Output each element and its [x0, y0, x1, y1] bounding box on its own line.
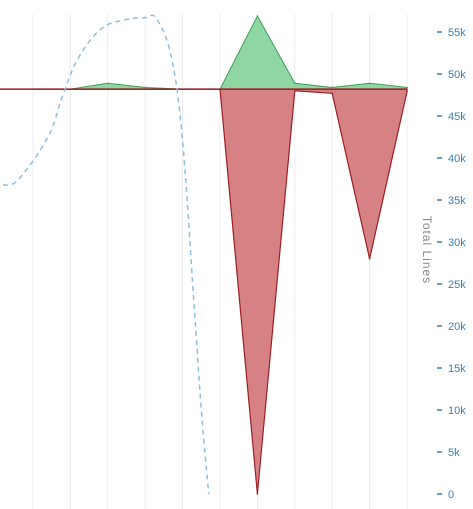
deletions-point-3	[144, 88, 146, 90]
additions-point-7	[294, 82, 296, 85]
y-tick-label-1: 5k	[448, 447, 460, 459]
deletions-point-5	[219, 88, 221, 90]
deletions-point-7	[294, 90, 296, 92]
y-tick-label-0: 0	[448, 489, 454, 501]
additions-point-3	[144, 86, 146, 89]
deletions-point-9	[368, 258, 371, 260]
y-tick-label-5: 25k	[448, 279, 466, 291]
additions-point-10	[406, 86, 408, 89]
additions-point-6	[256, 15, 259, 17]
deletions-point-10	[406, 90, 408, 93]
y-tick-label-9: 45k	[448, 111, 466, 123]
additions-point-9	[368, 82, 371, 85]
deletions-point-2	[107, 88, 109, 90]
y-tick-label-6: 30k	[448, 237, 466, 249]
deletions-point-8	[331, 92, 334, 95]
y-tick-label-8: 40k	[448, 153, 466, 165]
y-tick-label-3: 15k	[448, 363, 466, 375]
deletions-point-0	[32, 88, 34, 90]
additions-point-8	[331, 86, 334, 89]
total-lines-curve	[2, 14, 210, 495]
deletions-point-1	[69, 88, 72, 90]
y-tick-label-7: 35k	[448, 195, 466, 207]
y-tick-label-2: 10k	[448, 405, 466, 417]
series-layer	[0, 14, 408, 495]
y-tick-label-10: 50k	[448, 69, 466, 81]
y-axis: 0 5k 10k 15k 20k 25k 30k 35k 40k 45k 50k 55k	[437, 27, 466, 501]
deletions-point-4	[181, 88, 184, 90]
additions-point-2	[107, 82, 109, 85]
y-tick-label-4: 20k	[448, 321, 466, 333]
y-tick-label-11: 55k	[448, 27, 466, 39]
y-axis-title: Total Lines	[420, 216, 434, 284]
deletions-point-6	[256, 493, 259, 495]
